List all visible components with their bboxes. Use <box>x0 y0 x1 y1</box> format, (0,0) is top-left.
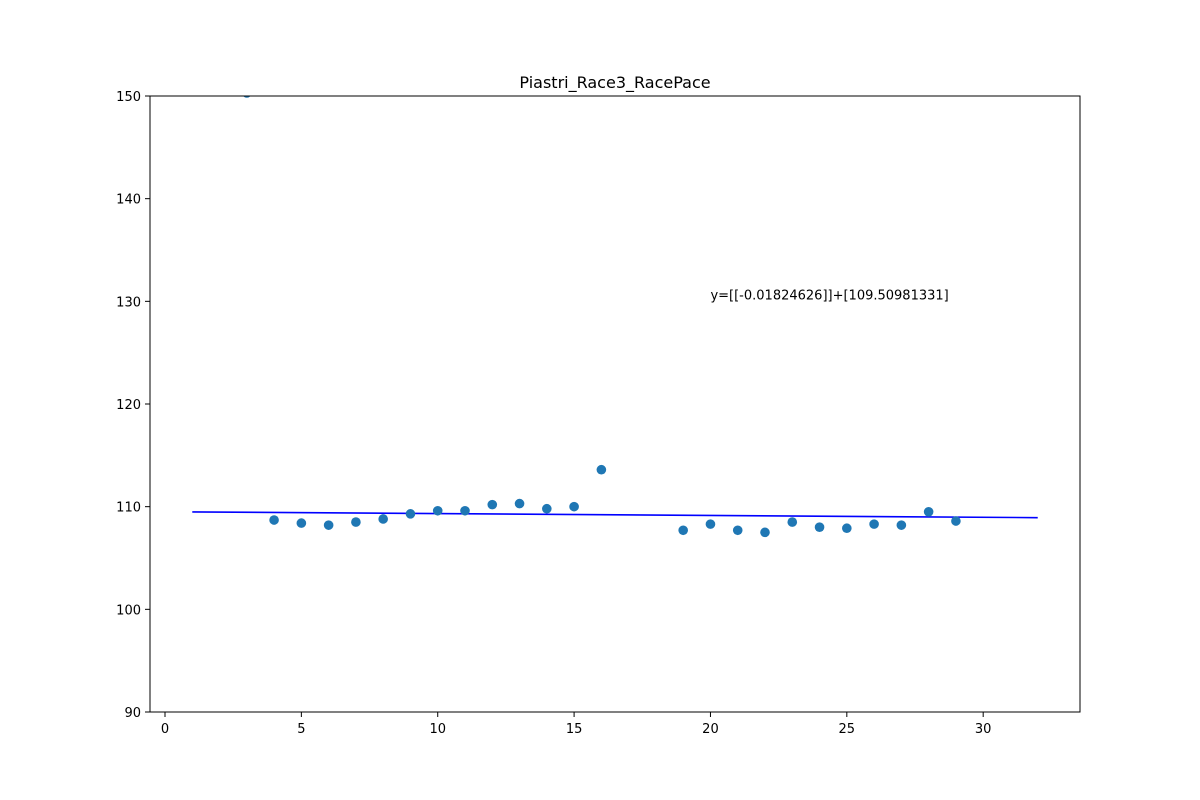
data-point <box>487 499 498 510</box>
data-point <box>869 519 879 529</box>
x-tick-label: 20 <box>702 722 719 737</box>
data-point <box>951 516 961 526</box>
data-point <box>842 523 852 534</box>
points-layer <box>243 96 961 538</box>
data-point <box>269 515 279 525</box>
data-point <box>542 503 552 514</box>
y-tick-label: 110 <box>116 501 141 516</box>
data-point <box>296 518 307 528</box>
data-point <box>514 498 525 509</box>
trend-layer <box>192 511 1038 519</box>
axes-layer: 0 5 10 15 20 25 30 90 100 110 120 130 140 150 <box>116 90 1081 737</box>
data-point <box>596 464 607 475</box>
data-point <box>787 517 798 527</box>
x-tick-label: 15 <box>566 722 583 737</box>
data-point <box>351 517 361 527</box>
data-point <box>923 507 934 517</box>
data-point <box>732 525 743 536</box>
trend-line <box>192 511 1038 519</box>
data-point <box>405 509 416 519</box>
x-tick-label: 10 <box>429 722 446 737</box>
y-tick-label: 130 <box>116 295 141 310</box>
y-tick-label: 90 <box>124 706 141 721</box>
data-point <box>432 505 443 516</box>
x-tick-label: 5 <box>297 722 305 737</box>
x-tick-label: 30 <box>975 722 992 737</box>
data-point <box>460 505 470 516</box>
data-point <box>814 522 825 532</box>
y-tick-label: 140 <box>116 193 141 208</box>
data-point <box>378 514 388 524</box>
data-point <box>896 520 907 530</box>
x-tick-label: 25 <box>839 722 856 737</box>
chart-title: Piastri_Race3_RacePace <box>519 73 710 93</box>
data-point <box>323 520 334 530</box>
data-point <box>760 527 770 538</box>
y-tick-label: 100 <box>116 603 141 618</box>
fit-equation-label: y=[[-0.01824626]]+[109.50981331] <box>710 288 948 303</box>
data-point <box>678 525 688 536</box>
y-tick-label: 150 <box>116 90 141 105</box>
plot-frame <box>149 95 1081 713</box>
x-tick-label: 0 <box>161 722 169 737</box>
annotation-layer: y=[[-0.01824626]]+[109.50981331] <box>710 288 948 303</box>
data-point <box>569 501 579 512</box>
y-tick-label: 120 <box>116 398 141 413</box>
data-point <box>705 519 716 529</box>
